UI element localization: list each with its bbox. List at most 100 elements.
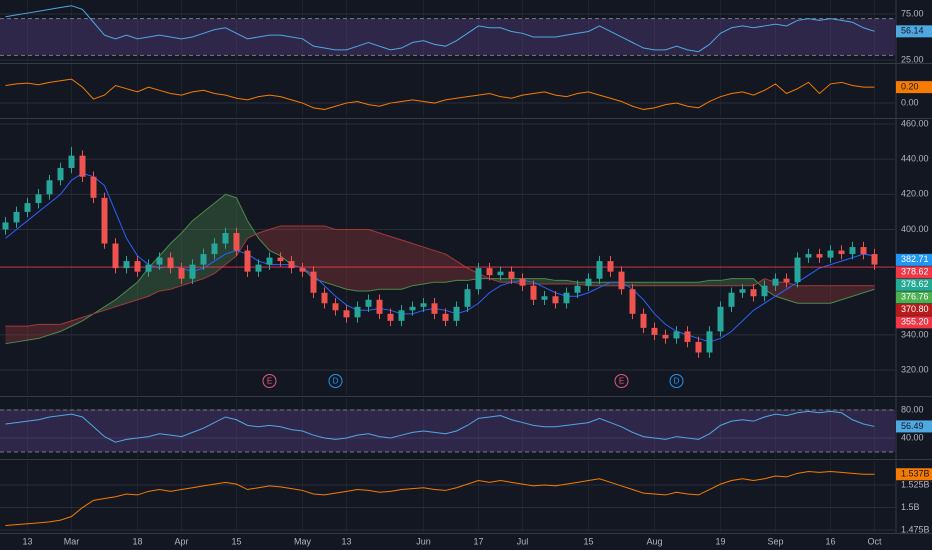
candle-body bbox=[343, 310, 350, 318]
candle-body bbox=[288, 261, 295, 269]
candle-body bbox=[112, 243, 119, 269]
candle-body bbox=[662, 334, 669, 339]
cloud-segment bbox=[60, 320, 72, 332]
candle-body bbox=[90, 176, 97, 198]
last-value-tag bbox=[896, 81, 932, 94]
cloud-segment bbox=[445, 254, 457, 283]
y-tick-label: 25.00 bbox=[901, 54, 924, 64]
cloud-segment bbox=[687, 282, 699, 286]
candle-body bbox=[739, 289, 746, 293]
price-tag-label: 378.62 bbox=[901, 279, 929, 289]
event-marker bbox=[328, 374, 343, 388]
cloud-segment bbox=[368, 229, 380, 291]
candle-body bbox=[189, 264, 196, 279]
event-marker bbox=[262, 374, 277, 388]
cloud-segment bbox=[126, 282, 138, 304]
x-tick-label: 17 bbox=[473, 536, 483, 546]
candle-body bbox=[585, 278, 592, 286]
cloud-segment bbox=[775, 282, 787, 300]
event-marker bbox=[669, 374, 684, 388]
cloud-segment bbox=[38, 324, 50, 339]
price-tag-label: 378.62 bbox=[901, 267, 929, 277]
cloud-segment bbox=[269, 225, 281, 256]
cloud-segment bbox=[258, 229, 270, 251]
cloud-segment bbox=[533, 278, 545, 284]
candle-body bbox=[508, 271, 515, 279]
candle-body bbox=[255, 264, 262, 272]
y-tick-label: 440.00 bbox=[901, 154, 929, 164]
cloud-segment bbox=[412, 243, 424, 286]
candle-body bbox=[552, 296, 559, 304]
candle-body bbox=[596, 261, 603, 279]
cloud-segment bbox=[863, 285, 875, 293]
y-tick-label: 400.00 bbox=[901, 224, 929, 234]
candle-body bbox=[134, 261, 141, 272]
candle-body bbox=[816, 254, 823, 258]
candle-body bbox=[266, 257, 273, 265]
candle-body bbox=[156, 257, 163, 265]
candle-body bbox=[13, 211, 20, 223]
candle-body bbox=[728, 292, 735, 307]
cloud-segment bbox=[71, 317, 83, 327]
candle-body bbox=[233, 232, 240, 251]
last-value-label: 56.49 bbox=[901, 421, 924, 431]
candle-body bbox=[750, 289, 757, 297]
candle-body bbox=[629, 289, 636, 314]
price-tag bbox=[896, 278, 932, 291]
candle-body bbox=[332, 303, 339, 311]
cloud-segment bbox=[830, 285, 842, 304]
y-tick-label: 1.5B bbox=[901, 502, 920, 512]
candle-body bbox=[706, 331, 713, 353]
price-tag bbox=[896, 253, 932, 266]
y-tick-label: 340.00 bbox=[901, 329, 929, 339]
cloud-segment bbox=[852, 285, 864, 297]
price-tag-label: 376.76 bbox=[901, 292, 929, 302]
candle-body bbox=[398, 310, 405, 321]
y-tick-label: 460.00 bbox=[901, 118, 929, 128]
y-tick-label: 40.00 bbox=[901, 432, 924, 442]
cloud-segment bbox=[137, 268, 149, 300]
cloud-segment bbox=[390, 236, 402, 290]
candle-body bbox=[365, 299, 372, 307]
cloud-segment bbox=[115, 290, 127, 307]
cloud-segment bbox=[731, 278, 743, 286]
cloud-segment bbox=[500, 278, 512, 283]
x-tick-label: 15 bbox=[583, 536, 593, 546]
candle-body bbox=[486, 268, 493, 276]
event-label: D bbox=[333, 377, 339, 386]
cloud-segment bbox=[379, 232, 391, 290]
candle-body bbox=[563, 292, 570, 304]
cloud-segment bbox=[632, 282, 644, 286]
cloud-segment bbox=[346, 229, 358, 291]
price-tag bbox=[896, 303, 932, 316]
candle-body bbox=[376, 299, 383, 314]
event-label: D bbox=[674, 377, 680, 386]
y-tick-label: 75.00 bbox=[901, 8, 924, 18]
candle-body bbox=[607, 261, 614, 272]
candle-body bbox=[574, 285, 581, 293]
cloud-segment bbox=[434, 250, 446, 283]
candle-body bbox=[420, 303, 427, 307]
candle-body bbox=[530, 285, 537, 300]
cloud-segment bbox=[49, 324, 61, 335]
candle-body bbox=[35, 194, 42, 204]
x-tick-label: Sep bbox=[767, 536, 783, 546]
y-tick-label: 80.00 bbox=[901, 404, 924, 414]
cloud-segment bbox=[544, 278, 556, 284]
cloud-segment bbox=[401, 240, 413, 290]
candle-body bbox=[57, 167, 64, 181]
cloud-segment bbox=[280, 225, 292, 265]
band-fill bbox=[0, 409, 895, 452]
candle-body bbox=[761, 285, 768, 297]
candle-body bbox=[827, 250, 834, 258]
cloud-segment bbox=[27, 324, 39, 341]
price-tag-label: 382.71 bbox=[901, 254, 929, 264]
candle-body bbox=[200, 254, 207, 265]
last-value-label: 56.14 bbox=[901, 26, 924, 36]
price-tag-label: 355.20 bbox=[901, 317, 929, 327]
candle-body bbox=[211, 243, 218, 255]
event-marker bbox=[614, 374, 629, 388]
candle-body bbox=[651, 327, 658, 335]
candle-body bbox=[431, 303, 438, 314]
candle-body bbox=[519, 278, 526, 286]
